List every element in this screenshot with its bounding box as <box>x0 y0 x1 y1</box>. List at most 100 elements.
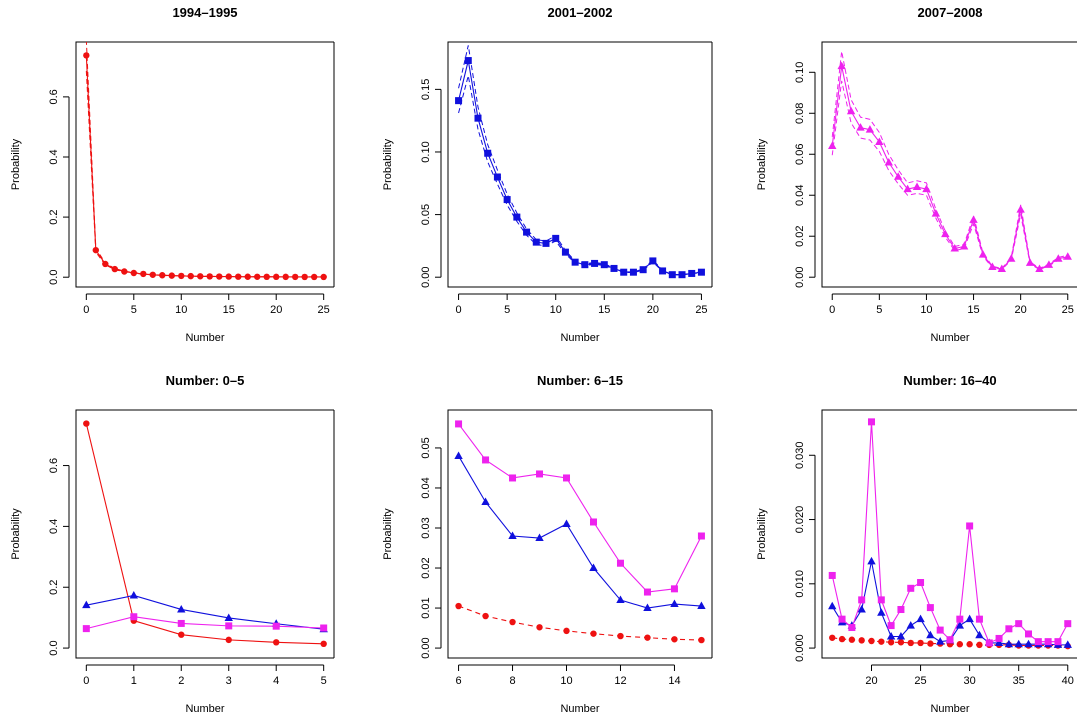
data-point <box>140 270 147 278</box>
y-tick-label: 0.02 <box>420 557 432 578</box>
y-tick-label: 0.10 <box>794 62 806 83</box>
data-point <box>1025 258 1035 266</box>
data-point <box>129 590 138 599</box>
x-tick-label: 20 <box>647 304 659 316</box>
data-point <box>561 248 569 256</box>
plot-frame <box>447 41 712 288</box>
series-line <box>458 605 702 641</box>
data-point <box>956 641 964 648</box>
upper-band-line <box>458 45 702 276</box>
data-point <box>178 631 185 638</box>
plot-frame <box>75 41 334 288</box>
data-point <box>877 608 886 616</box>
y-tick-label: 0.01 <box>420 597 432 618</box>
panel-5: Number: 6–15 6 8 10 12 14 Number 0.00 0.01 0.02 0.… <box>382 373 713 715</box>
y-axis-label: Probability <box>382 138 394 190</box>
data-point <box>907 639 914 647</box>
data-point <box>878 638 885 645</box>
x-tick-label: 10 <box>175 304 187 316</box>
x-axis-label: Number <box>560 332 599 344</box>
data-point <box>995 634 1003 642</box>
data-point <box>659 267 667 275</box>
data-point <box>917 579 925 587</box>
data-point <box>1015 620 1023 628</box>
x-tick-label: 1 <box>131 675 137 687</box>
data-point <box>455 420 463 428</box>
data-point <box>536 470 544 478</box>
data-point <box>643 603 652 612</box>
data-point <box>848 636 856 643</box>
x-tick-label: 0 <box>455 304 461 316</box>
data-point <box>931 209 941 217</box>
series-layer <box>828 51 1072 273</box>
data-point <box>591 259 599 267</box>
y-tick-label: 0.00 <box>794 266 806 287</box>
x-tick-label: 20 <box>1015 304 1027 316</box>
data-point <box>994 638 1004 646</box>
x-axis-label: Number <box>185 703 224 715</box>
series-line <box>86 594 324 630</box>
x-tick-label: 5 <box>876 304 882 316</box>
y-axis-label: Probability <box>756 138 768 190</box>
y-tick-label: 0.2 <box>48 580 60 595</box>
data-point <box>959 241 969 250</box>
x-tick-label: 3 <box>226 675 232 687</box>
data-point <box>273 273 280 281</box>
plot-frame <box>821 409 1077 659</box>
data-point <box>1005 625 1013 633</box>
data-point <box>670 585 678 593</box>
data-point <box>83 52 90 59</box>
x-tick-label: 10 <box>550 304 562 316</box>
lower-band-line <box>85 70 324 278</box>
x-tick-label: 10 <box>920 304 932 316</box>
data-point <box>912 182 922 191</box>
x-tick-label: 40 <box>1062 675 1074 687</box>
data-point <box>464 57 472 65</box>
data-point <box>629 268 637 276</box>
data-point <box>225 273 232 280</box>
data-point <box>946 636 954 644</box>
x-tick-label: 10 <box>560 675 572 687</box>
data-point <box>829 634 836 641</box>
data-point <box>884 157 893 166</box>
y-tick-label: 0.15 <box>420 79 432 100</box>
data-point <box>455 97 463 105</box>
x-tick-label: 0 <box>83 304 89 316</box>
data-point <box>82 600 91 609</box>
x-axis-label: Number <box>560 703 599 715</box>
data-point <box>563 474 571 482</box>
panel-4: Number: 0–5 0 1 2 3 4 5 Number 0.0 0.2 0.4 0.6 Proba… <box>10 373 335 715</box>
plot-frame <box>821 41 1077 288</box>
data-point <box>966 641 973 648</box>
data-point <box>320 273 327 281</box>
data-point <box>828 571 836 579</box>
data-point <box>168 272 175 279</box>
y-tick-label: 0.03 <box>420 517 432 538</box>
data-point <box>320 624 328 632</box>
data-point <box>509 618 516 626</box>
data-point <box>454 451 463 459</box>
x-axis-label: Number <box>930 703 969 715</box>
data-point <box>886 632 896 640</box>
x-tick-label: 2 <box>178 675 184 687</box>
data-point <box>936 626 944 634</box>
data-point <box>102 260 109 268</box>
y-tick-label: 0.4 <box>48 519 60 534</box>
data-point <box>83 420 90 427</box>
panel-title: Number: 0–5 <box>166 373 245 388</box>
plot-frame <box>447 409 712 659</box>
series-layer <box>82 420 328 648</box>
y-tick-label: 0.2 <box>48 209 60 224</box>
data-point <box>965 614 974 623</box>
data-point <box>877 596 885 604</box>
data-point <box>254 273 261 280</box>
data-point <box>1063 640 1072 648</box>
data-point <box>272 622 280 630</box>
panel-2: 2001–2002 0 5 10 15 20 25 Number 0.00 0.05 0.10 0.1… <box>382 5 713 344</box>
y-tick-label: 0.00 <box>420 637 432 658</box>
data-point <box>178 272 185 280</box>
x-tick-label: 25 <box>695 304 707 316</box>
data-point <box>235 273 242 280</box>
data-point <box>225 636 232 644</box>
y-tick-label: 0.010 <box>794 570 806 598</box>
